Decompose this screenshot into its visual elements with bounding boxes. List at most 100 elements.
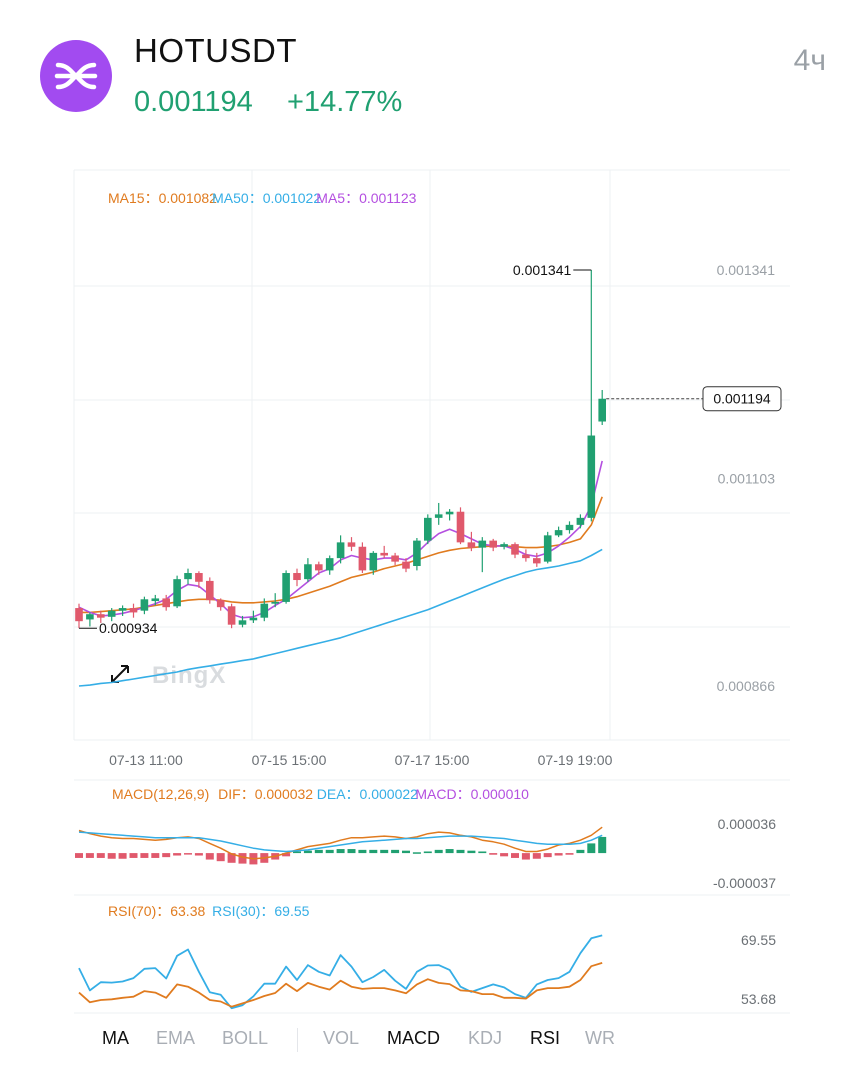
- macd-axis-label: 0.000036: [718, 816, 777, 832]
- candle-body: [129, 608, 138, 613]
- candle-body: [511, 544, 519, 555]
- candle-body: [380, 552, 388, 556]
- macd-histogram-bar: [565, 853, 574, 855]
- macd-histogram-bar: [216, 853, 225, 862]
- tab-rsi[interactable]: RSI: [530, 1028, 561, 1048]
- macd-histogram-bar: [184, 853, 192, 855]
- candle-body: [413, 540, 421, 567]
- price-axis-label: 0.001341: [717, 262, 776, 278]
- candle-body: [402, 561, 410, 569]
- ma-legend-item: MA5：0.001123: [316, 190, 416, 206]
- candle-body: [500, 544, 508, 547]
- x-tick-label: 07-13 11:00: [109, 752, 183, 768]
- x-tick-label: 07-17 15:00: [395, 752, 470, 768]
- macd-histogram-bar: [532, 853, 541, 859]
- rsi-legend-item: RSI(70)：63.38: [108, 903, 205, 919]
- macd-histogram-bar: [173, 853, 182, 856]
- macd-histogram-bar: [151, 853, 160, 858]
- macd-histogram-bar: [500, 853, 509, 857]
- macd-histogram-bar: [598, 836, 607, 854]
- candle-body: [358, 546, 367, 571]
- macd-histogram-bar: [543, 853, 552, 858]
- macd-legend-item: MACD：0.000010: [415, 786, 529, 802]
- candle-body: [543, 535, 552, 562]
- macd-histogram-bar: [521, 853, 530, 860]
- macd-histogram-bar: [445, 849, 454, 854]
- candle-body: [347, 542, 356, 547]
- price-axis-label: 0.001103: [718, 470, 776, 486]
- symbol-title: HOTUSDT: [134, 32, 297, 69]
- candle-body: [456, 511, 465, 543]
- tab-divider: [297, 1028, 298, 1052]
- tab-kdj[interactable]: KDJ: [468, 1028, 503, 1048]
- candle-body: [184, 573, 192, 580]
- candle-body: [260, 603, 269, 618]
- low-marker-label: 0.000934: [99, 620, 158, 636]
- price-change-percent: +14.77%: [287, 86, 403, 118]
- candle-body: [107, 610, 116, 617]
- candle-body: [434, 514, 443, 518]
- rsi70-line: [78, 962, 603, 1008]
- macd-legend-item: DIF：0.000032: [218, 786, 313, 802]
- macd-histogram-bar: [467, 850, 476, 854]
- macd-legend-item: MACD(12,26,9): [112, 786, 209, 802]
- tab-ma[interactable]: MA: [102, 1028, 129, 1048]
- holo-logo-glyph: [54, 62, 98, 90]
- tab-macd[interactable]: MACD: [387, 1028, 440, 1048]
- macd-histogram-bar: [194, 853, 203, 856]
- holo-logo-icon: [40, 40, 112, 112]
- candle-body: [598, 398, 606, 422]
- x-tick-label: 07-19 19:00: [538, 752, 613, 768]
- header: HOTUSDT 0.001194 +14.77% 4ч: [0, 0, 864, 140]
- candle-body: [325, 558, 334, 571]
- candle-body: [75, 608, 83, 622]
- rsi-axis-label: 69.55: [741, 932, 776, 948]
- macd-histogram-bar: [325, 849, 334, 854]
- candle-body: [227, 606, 236, 625]
- macd-histogram-bar: [554, 853, 563, 856]
- candle-body: [293, 573, 301, 581]
- candlestick-chart[interactable]: BingX 0.001341 0.001103 0.000866 MA15：0.0010…: [0, 160, 864, 1020]
- macd-histogram-bar: [402, 850, 410, 854]
- macd-histogram-bar: [282, 853, 291, 857]
- tab-ema[interactable]: EMA: [156, 1028, 196, 1048]
- candle-body: [206, 580, 214, 601]
- bingx-watermark: BingX: [152, 662, 226, 689]
- candle-body: [238, 620, 247, 625]
- candle-body: [118, 608, 127, 611]
- macd-legend-item: DEA：0.000022: [317, 786, 418, 802]
- candle-body: [315, 564, 323, 571]
- macd-histogram-bar: [423, 851, 432, 854]
- macd-histogram-bar: [434, 849, 443, 854]
- interval-selector[interactable]: 4ч: [793, 44, 826, 77]
- candle-body: [522, 554, 530, 559]
- candle-body: [369, 552, 378, 571]
- macd-histogram-bar: [96, 853, 105, 858]
- last-price: 0.001194: [134, 86, 253, 118]
- last-price-box[interactable]: [702, 386, 782, 412]
- ma-legend-item: MA15：0.001082: [108, 190, 217, 206]
- high-marker-label: 0.001341: [513, 262, 572, 278]
- macd-histogram-bar: [140, 853, 149, 858]
- macd-histogram-bar: [85, 853, 94, 858]
- tab-boll[interactable]: BOLL: [222, 1028, 269, 1048]
- candle-body: [467, 542, 476, 548]
- candle-body: [576, 517, 585, 525]
- candle-body: [565, 524, 574, 531]
- macd-histogram-bar: [347, 849, 356, 854]
- rsi-legend-item: RSI(30)：69.55: [212, 903, 309, 919]
- candle-body: [282, 573, 290, 602]
- macd-histogram-bar: [303, 850, 312, 854]
- candle-body: [489, 540, 497, 548]
- tab-wr[interactable]: WR: [585, 1028, 615, 1048]
- macd-histogram-bar: [380, 849, 389, 854]
- ma-legend-item: MA50：0.001022: [212, 190, 321, 206]
- tab-vol[interactable]: VOL: [323, 1028, 360, 1048]
- candle-body: [304, 564, 312, 580]
- candle-body: [249, 617, 258, 621]
- candle-body: [424, 517, 432, 541]
- candle-body: [86, 614, 94, 620]
- x-tick-label: 07-15 15:00: [252, 752, 327, 768]
- macd-histogram-bar: [75, 853, 83, 858]
- candle-body: [554, 530, 563, 536]
